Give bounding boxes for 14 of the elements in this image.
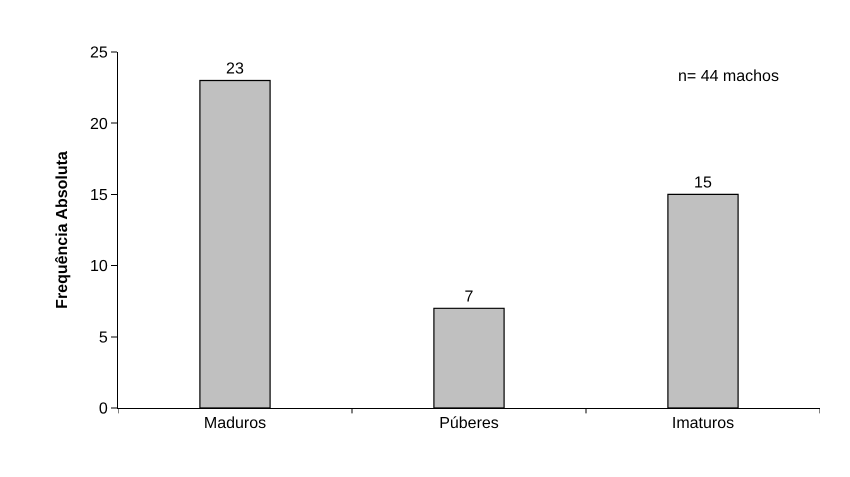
data-label: 7	[464, 288, 474, 306]
x-tick-label: Imaturos	[672, 415, 734, 432]
y-tick-label: 25	[90, 44, 108, 62]
y-tick-label: 20	[90, 116, 108, 133]
annotation: n= 44 machos	[678, 68, 779, 85]
y-tick-label: 0	[98, 400, 108, 418]
x-tick-label: Maduros	[204, 415, 266, 432]
data-label: 23	[226, 60, 244, 78]
y-axis-title: Frequência Absoluta	[54, 151, 71, 309]
y-tick-label: 10	[90, 258, 108, 276]
data-label: 15	[694, 174, 712, 192]
y-tick-label: 15	[90, 187, 108, 204]
x-tick-label: Púberes	[439, 415, 499, 432]
y-tick-label: 5	[98, 329, 108, 346]
